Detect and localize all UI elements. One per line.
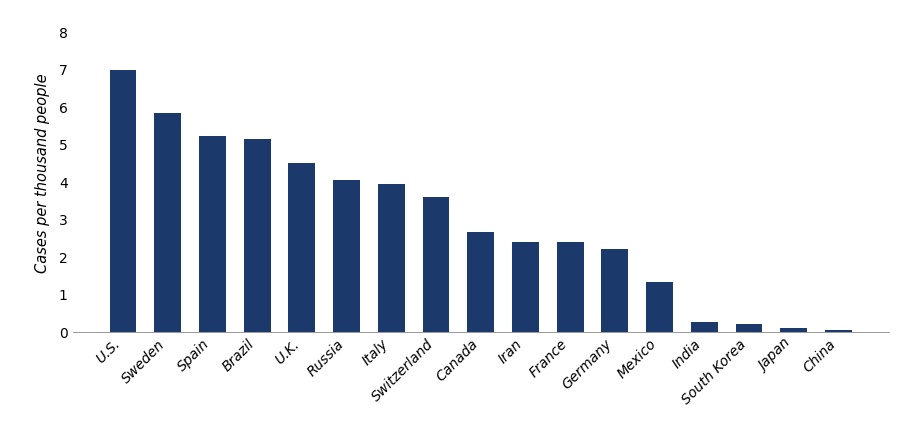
Bar [333,179,360,332]
Bar [154,113,181,332]
Bar [467,232,494,332]
Bar [646,282,673,332]
Bar [736,324,763,332]
Bar [423,197,449,332]
Bar [557,242,583,332]
Bar [825,330,852,332]
Bar [244,139,270,332]
Y-axis label: Cases per thousand people: Cases per thousand people [35,73,51,272]
Bar [512,242,539,332]
Bar [601,249,629,332]
Bar [691,322,717,332]
Bar [288,163,316,332]
Bar [199,136,226,332]
Bar [780,328,807,332]
Bar [378,184,405,332]
Bar [110,70,136,332]
